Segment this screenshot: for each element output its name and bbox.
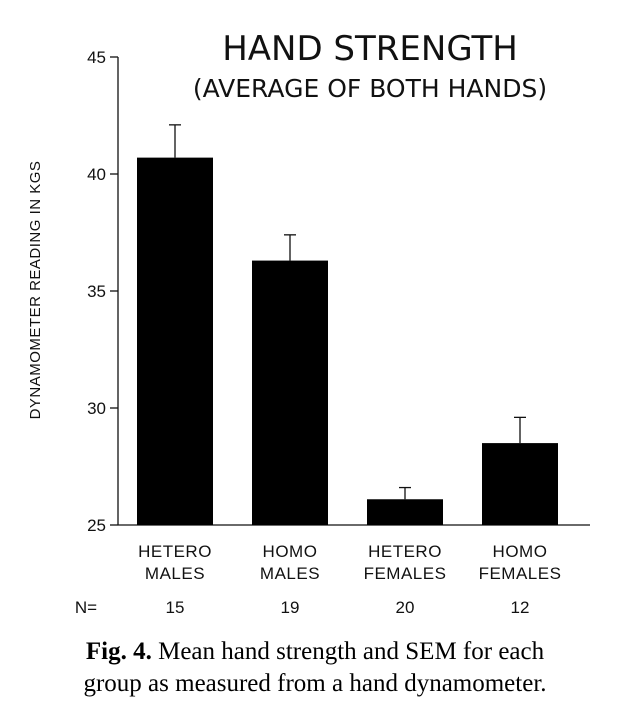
chart-title: HAND STRENGTH xyxy=(222,29,518,69)
y-tick-label-40: 40 xyxy=(87,165,106,184)
y-tick-label-30: 30 xyxy=(87,399,106,418)
chart-subtitle: (AVERAGE OF BOTH HANDS) xyxy=(193,74,547,103)
n-value-3: 12 xyxy=(511,598,530,617)
bar-1 xyxy=(252,260,328,525)
category-label-2-1: FEMALES xyxy=(364,564,447,583)
bar-2 xyxy=(367,499,443,525)
figure-caption: Fig. 4. Mean hand strength and SEM for e… xyxy=(0,636,630,668)
category-label-3-1: FEMALES xyxy=(479,564,562,583)
y-axis-label: DYNAMOMETER READING IN KGS xyxy=(27,161,44,420)
category-label-0-0: HETERO xyxy=(138,542,212,561)
caption-line-1: Mean hand strength and SEM for each xyxy=(158,638,545,665)
category-label-2-0: HETERO xyxy=(368,542,442,561)
figure-caption-continued: group as measured from a hand dynamomete… xyxy=(0,668,630,700)
category-label-1-0: HOMO xyxy=(263,542,318,561)
y-tick-label-25: 25 xyxy=(87,516,106,535)
n-value-0: 15 xyxy=(166,598,185,617)
n-value-2: 20 xyxy=(396,598,415,617)
y-tick-label-45: 45 xyxy=(87,48,106,67)
caption-line-2: group as measured from a hand dynamomete… xyxy=(83,670,547,697)
category-label-3-0: HOMO xyxy=(493,542,548,561)
figure-number: Fig. 4. xyxy=(85,638,152,665)
n-value-1: 19 xyxy=(281,598,300,617)
n-label: N= xyxy=(75,598,97,617)
plot-area: 25 30 35 40 45 HETERO MALES 15 HOMO MALES 19 HETERO… xyxy=(75,48,590,617)
category-label-0-1: MALES xyxy=(145,564,205,583)
bar-3 xyxy=(482,443,558,525)
bar-0 xyxy=(137,157,213,525)
category-label-1-1: MALES xyxy=(260,564,320,583)
y-tick-label-35: 35 xyxy=(87,282,106,301)
